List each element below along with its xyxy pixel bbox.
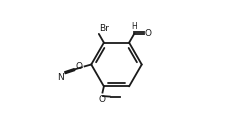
Text: Br: Br xyxy=(99,24,109,33)
Text: O: O xyxy=(99,95,106,104)
Text: N: N xyxy=(58,73,64,82)
Text: H: H xyxy=(132,22,137,31)
Text: O: O xyxy=(76,62,83,71)
Text: O: O xyxy=(145,29,152,38)
